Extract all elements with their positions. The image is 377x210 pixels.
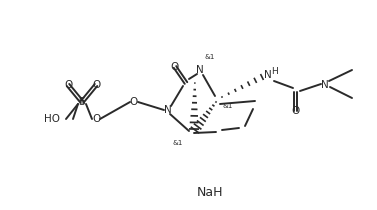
Text: NaH: NaH bbox=[197, 185, 223, 198]
Text: H: H bbox=[271, 67, 278, 76]
Text: O: O bbox=[92, 114, 100, 124]
Text: O: O bbox=[64, 80, 72, 90]
Text: N: N bbox=[264, 70, 272, 80]
Text: O: O bbox=[292, 106, 300, 116]
Text: &1: &1 bbox=[205, 54, 215, 60]
Text: HO: HO bbox=[44, 114, 60, 124]
Text: N: N bbox=[321, 80, 329, 90]
Text: N: N bbox=[164, 105, 172, 115]
Text: &1: &1 bbox=[173, 140, 183, 146]
Text: S: S bbox=[79, 97, 85, 107]
Text: N: N bbox=[196, 65, 204, 75]
Text: O: O bbox=[130, 97, 138, 107]
Text: O: O bbox=[171, 62, 179, 72]
Text: &1: &1 bbox=[223, 103, 233, 109]
Text: O: O bbox=[92, 80, 100, 90]
